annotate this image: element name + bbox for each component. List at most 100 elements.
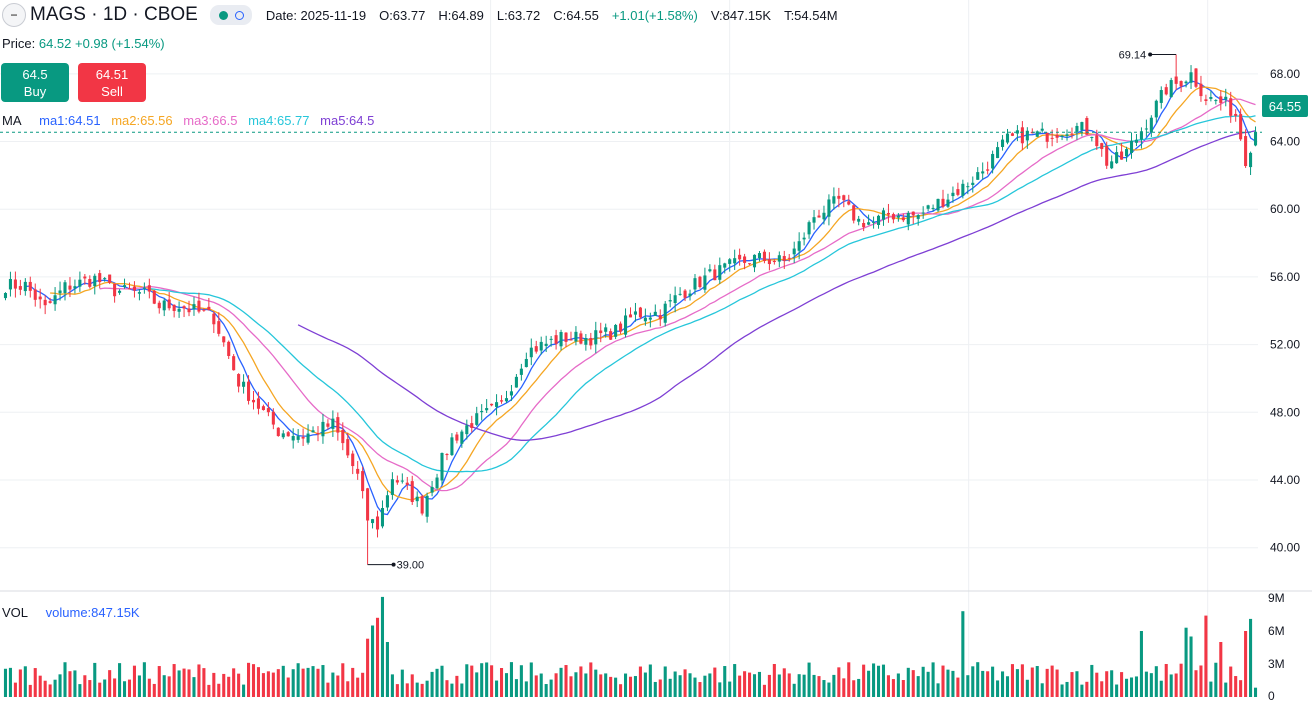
- candle: [291, 428, 295, 449]
- candle-body: [643, 317, 647, 322]
- buy-button[interactable]: 64.5 Buy: [1, 63, 69, 102]
- candle-body: [777, 255, 781, 262]
- candle: [23, 278, 27, 296]
- candle: [881, 207, 886, 226]
- candle-body: [1105, 145, 1109, 166]
- volume-bar: [723, 666, 727, 697]
- candle: [1060, 135, 1064, 141]
- candle-body: [113, 283, 117, 297]
- candle: [1154, 99, 1158, 123]
- candle: [475, 406, 479, 426]
- candle-body: [1120, 151, 1124, 160]
- candle: [1055, 127, 1059, 143]
- volume-bar: [271, 672, 275, 697]
- candle-body: [499, 400, 504, 402]
- candle: [1090, 136, 1094, 142]
- candle: [400, 473, 404, 484]
- volume-bar: [450, 683, 454, 697]
- candle: [132, 281, 136, 298]
- candle: [296, 428, 300, 443]
- candle-body: [564, 332, 568, 342]
- volume-bar: [628, 676, 633, 697]
- candle: [961, 179, 965, 199]
- candle-body: [1253, 132, 1258, 146]
- volume-bar: [1209, 681, 1213, 697]
- volume-bar: [1020, 664, 1024, 697]
- volume-bar: [638, 666, 642, 697]
- candle: [301, 428, 305, 446]
- volume-bar: [966, 675, 970, 697]
- volume-bar: [1204, 615, 1208, 697]
- candle-body: [772, 260, 776, 263]
- volume-bar: [777, 674, 781, 697]
- candle-body: [375, 516, 380, 530]
- candle-body: [28, 281, 32, 291]
- candle: [723, 262, 727, 274]
- ma5-legend: ma5:64.5: [320, 113, 375, 128]
- volume-bar: [703, 675, 707, 697]
- volume-bar: [906, 667, 910, 697]
- volume-bar: [767, 674, 771, 697]
- volume-bar: [108, 670, 112, 697]
- candle-body: [757, 253, 762, 259]
- candle-body: [946, 199, 950, 207]
- candle-body: [544, 343, 548, 346]
- candle: [653, 304, 657, 316]
- candle-body: [703, 275, 707, 290]
- candle: [53, 287, 57, 311]
- candle: [276, 427, 280, 437]
- candle: [1224, 88, 1228, 107]
- status-pill[interactable]: [209, 5, 252, 25]
- candle: [648, 312, 652, 328]
- candle: [212, 311, 216, 334]
- volume-bar: [896, 673, 900, 697]
- candle: [762, 249, 766, 264]
- candle-body: [1015, 130, 1019, 134]
- candle: [504, 390, 509, 403]
- candle-body: [886, 212, 890, 215]
- volume-bar: [232, 668, 236, 697]
- candle-body: [356, 468, 360, 474]
- candle: [58, 281, 62, 301]
- candle: [187, 300, 191, 317]
- candle-body: [867, 222, 871, 225]
- candle-body: [728, 259, 732, 264]
- ma-legend[interactable]: MA ma1:64.51 ma2:65.56 ma3:66.5 ma4:65.7…: [2, 113, 381, 128]
- volume-bar: [1075, 671, 1079, 697]
- candle: [951, 186, 955, 203]
- moving-averages: [25, 80, 1256, 516]
- volume-bar: [351, 667, 355, 697]
- candle-body: [504, 398, 509, 402]
- candle-body: [162, 300, 166, 311]
- buy-price: 64.5: [22, 66, 48, 82]
- volume-bar: [103, 679, 107, 697]
- candle: [450, 433, 454, 456]
- candle: [385, 490, 389, 512]
- volume-bar: [956, 677, 960, 697]
- candle-body: [247, 381, 251, 401]
- candle-body: [118, 290, 122, 293]
- candle: [470, 415, 474, 433]
- volume-bar: [504, 673, 509, 697]
- volume-bar: [88, 680, 92, 697]
- sell-button[interactable]: 64.51 Sell: [78, 63, 146, 102]
- candle-body: [13, 279, 17, 289]
- volume-legend[interactable]: VOL volume:847.15K: [2, 605, 140, 620]
- candle-body: [1020, 127, 1024, 144]
- candle-body: [475, 413, 479, 425]
- candle: [1065, 129, 1069, 141]
- candle: [346, 432, 350, 459]
- volume-bar: [817, 676, 821, 697]
- volume-bar: [1035, 666, 1039, 697]
- volume-bar: [946, 669, 950, 697]
- volume-bar: [1184, 627, 1188, 697]
- candle: [514, 374, 518, 388]
- candle-body: [93, 275, 97, 287]
- candle: [862, 219, 866, 232]
- candle-body: [941, 198, 945, 207]
- symbol-title[interactable]: MAGS · 1D · CBOE: [30, 4, 198, 25]
- volume-bar: [916, 676, 920, 697]
- y-tick-label: 60.00: [1270, 202, 1300, 216]
- candle: [976, 167, 980, 180]
